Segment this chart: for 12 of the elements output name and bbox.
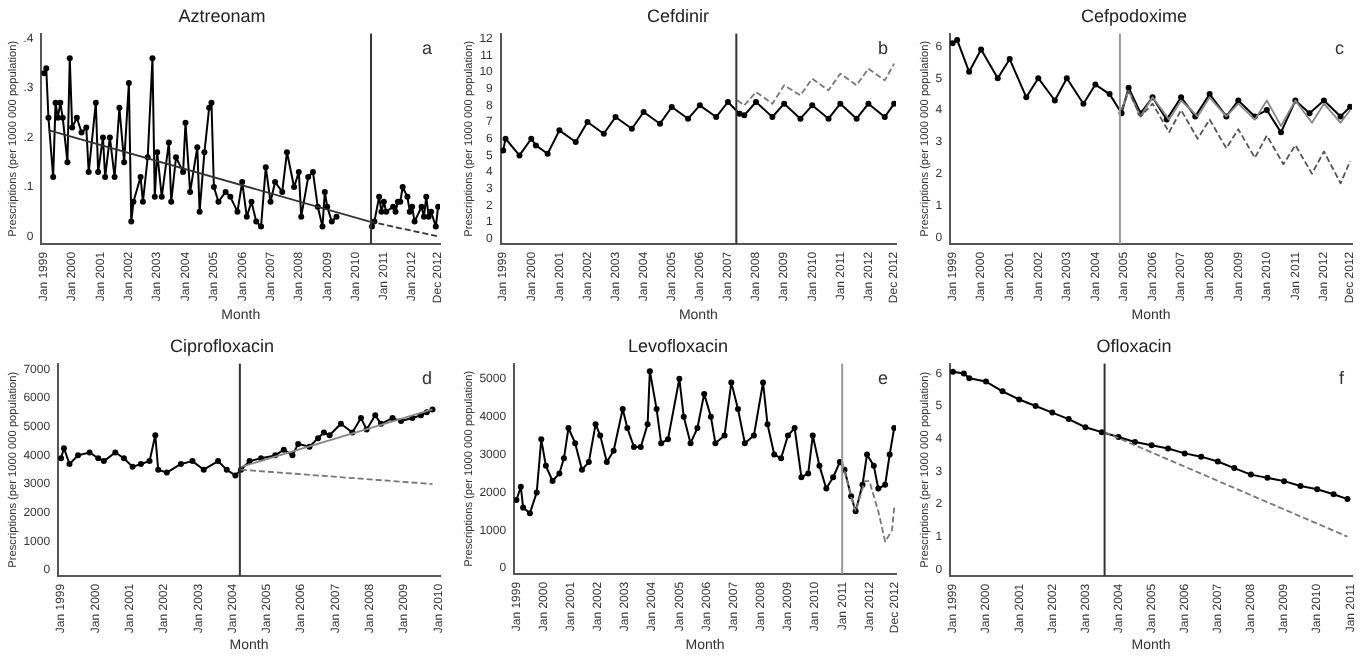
chart-title: Ofloxacin: [1096, 335, 1172, 356]
annotation: d: [421, 367, 432, 388]
chart-title: Cefpodoxime: [1080, 5, 1188, 26]
chart-title: Ciprofloxacin: [169, 335, 275, 356]
chart-title: Cefdinir: [646, 5, 710, 26]
chart-title: Levofloxacin: [627, 335, 729, 356]
chart-title: Aztreonam: [178, 5, 266, 26]
annotation: f: [1338, 367, 1345, 388]
annotation: c: [1335, 37, 1345, 58]
annotation: b: [877, 37, 888, 58]
annotation: e: [877, 367, 888, 388]
annotation: a: [421, 37, 432, 58]
